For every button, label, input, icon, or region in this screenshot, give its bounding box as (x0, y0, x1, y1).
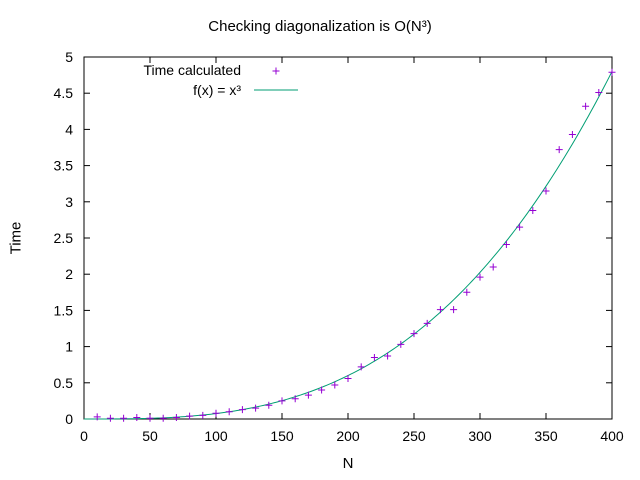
legend-marker-time-calculated (272, 67, 280, 75)
data-point-30 (489, 263, 497, 271)
data-point-12 (252, 404, 260, 412)
chart-title: Checking diagonalization is O(N³) (208, 18, 432, 35)
data-point-20 (357, 363, 365, 371)
data-point-2 (120, 414, 128, 422)
x-tick-label-2: 100 (204, 428, 228, 444)
data-point-32 (516, 223, 524, 231)
data-point-8 (199, 411, 207, 419)
y-tick-label-9: 4.5 (54, 85, 74, 101)
y-tick-label-0: 0 (65, 411, 73, 427)
data-point-1 (106, 414, 114, 422)
y-tick-label-5: 2.5 (54, 230, 74, 246)
data-point-22 (384, 352, 392, 360)
data-point-5 (159, 414, 167, 422)
data-point-0 (93, 413, 101, 421)
data-point-36 (568, 130, 576, 138)
y-tick-label-6: 3 (65, 194, 73, 210)
data-point-34 (542, 187, 550, 195)
data-point-17 (318, 386, 326, 394)
data-point-11 (238, 406, 246, 414)
data-point-25 (423, 319, 431, 327)
data-point-29 (476, 273, 484, 281)
data-point-37 (582, 102, 590, 110)
data-point-10 (225, 408, 233, 416)
data-point-13 (265, 401, 273, 409)
x-tick-label-0: 0 (80, 428, 88, 444)
data-point-26 (436, 306, 444, 314)
y-tick-label-7: 3.5 (54, 158, 74, 174)
y-axis-label: Time (7, 221, 25, 255)
y-tick-label-8: 4 (65, 121, 73, 137)
data-point-27 (450, 306, 458, 314)
y-tick-label-1: 0.5 (54, 375, 74, 391)
plot-frame (83, 56, 613, 420)
y-tick-label-2: 1 (65, 339, 73, 355)
x-tick-label-6: 300 (468, 428, 492, 444)
data-point-31 (502, 241, 510, 249)
data-point-9 (212, 409, 220, 417)
data-point-23 (397, 340, 405, 348)
x-tick-label-1: 50 (142, 428, 158, 444)
series-fx-line (84, 71, 613, 420)
x-tick-label-8: 400 (600, 428, 624, 444)
x-tick-label-3: 150 (270, 428, 294, 444)
y-tick-label-10: 5 (65, 49, 73, 65)
data-point-15 (291, 395, 299, 403)
x-axis-label: N (342, 455, 354, 472)
data-point-6 (172, 414, 180, 422)
y-tick-label-3: 1.5 (54, 302, 74, 318)
legend-label-fx: f(x) = x³ (193, 82, 241, 98)
y-tick-label-4: 2 (65, 266, 73, 282)
data-point-3 (133, 414, 141, 422)
x-tick-label-4: 200 (336, 428, 360, 444)
data-point-39 (608, 68, 616, 76)
data-point-7 (186, 412, 194, 420)
x-tick-label-5: 250 (402, 428, 426, 444)
data-point-16 (304, 391, 312, 399)
data-point-19 (344, 374, 352, 382)
data-point-18 (331, 381, 339, 389)
data-point-33 (529, 206, 537, 214)
x-tick-label-7: 350 (534, 428, 558, 444)
data-point-35 (555, 146, 563, 154)
data-point-24 (410, 330, 418, 338)
data-point-14 (278, 397, 286, 405)
data-point-28 (463, 288, 471, 296)
data-point-21 (370, 353, 378, 361)
data-point-38 (595, 88, 603, 96)
data-point-4 (146, 414, 154, 422)
legend-label-time-calculated: Time calculated (143, 62, 241, 78)
